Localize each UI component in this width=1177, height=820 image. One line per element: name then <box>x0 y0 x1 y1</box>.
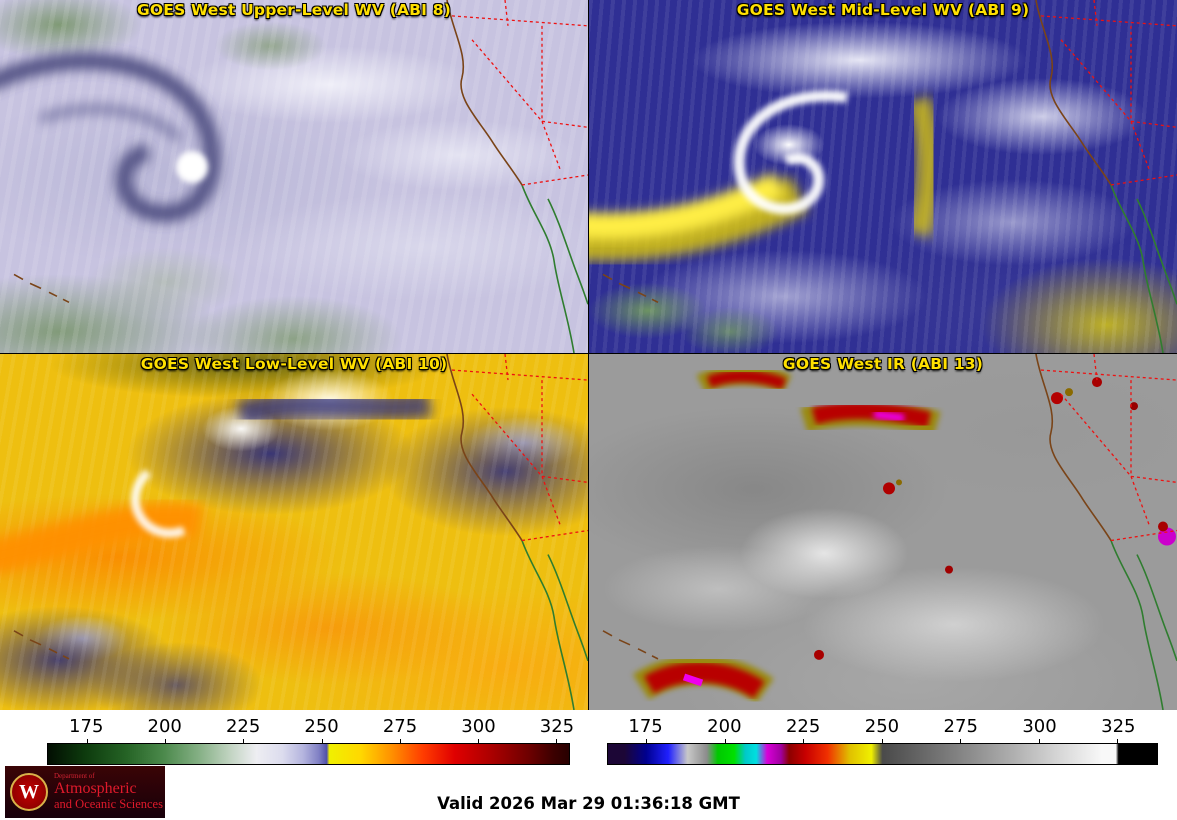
colorbar-tick-label: 250 <box>864 716 900 737</box>
colorbar-tick-label: 250 <box>304 716 339 737</box>
ir-colorbar-ticks: 175 200 225 250 275 300 325 <box>607 713 1158 740</box>
colorbar-tick-label: 300 <box>461 716 496 737</box>
wv-colorbar-ticks: 175 200 225 250 275 300 325 <box>47 713 574 740</box>
ir-colorbar <box>607 739 1158 765</box>
logo-line2: and Oceanic Sciences <box>54 796 163 811</box>
colorbar-tick-label: 225 <box>785 716 821 737</box>
panel-title: GOES West Upper-Level WV (ABI 8) <box>136 1 452 19</box>
colorbar-tick-label: 275 <box>943 716 978 737</box>
logo-line1: Atmospheric <box>54 779 137 797</box>
colorbar-tick-label: 325 <box>1101 716 1136 737</box>
cold-cloud-enhancement <box>632 365 1176 704</box>
panel-title: GOES West IR (ABI 13) <box>782 355 984 373</box>
aos-department-logo: W Department of Atmospheric and Oceanic … <box>5 766 165 818</box>
uw-crest-icon: W <box>10 773 48 811</box>
crest-letter: W <box>19 780 39 803</box>
panel-title: GOES West Low-Level WV (ABI 10) <box>140 355 448 373</box>
logo-dept-label: Department of <box>54 772 95 781</box>
colorbar-tick-label: 325 <box>539 716 575 737</box>
colorbar-tick-label: 300 <box>1022 716 1057 737</box>
colorbar-tick-label: 225 <box>225 716 261 737</box>
logo-text: Department of Atmospheric and Oceanic Sc… <box>54 772 163 811</box>
colorbar-tick-label: 200 <box>147 716 182 737</box>
panel-mid-level-wv: GOES West Mid-Level WV (ABI 9) <box>589 0 1177 353</box>
upper-level-wv-image <box>0 0 588 353</box>
satellite-panel-grid: GOES West Upper-Level WV (ABI 8) GOES We… <box>0 0 1177 710</box>
mid-level-wv-image <box>589 0 1177 353</box>
ir-colorbar-group: 175 200 225 250 275 300 325 <box>607 713 1158 765</box>
footer: 175 200 225 250 275 300 325 175 200 225 … <box>0 710 1177 820</box>
wv-colorbar <box>47 739 570 765</box>
valid-time-label: Valid 2026 Mar 29 01:36:18 GMT <box>437 794 740 813</box>
colorbar-tick-label: 175 <box>69 716 104 737</box>
wv-colorbar-group: 175 200 225 250 275 300 325 <box>47 713 574 765</box>
colorbar-tick-label: 175 <box>628 716 663 737</box>
low-level-wv-image <box>0 354 588 710</box>
panel-title: GOES West Mid-Level WV (ABI 9) <box>736 1 1030 19</box>
panel-low-level-wv: GOES West Low-Level WV (ABI 10) <box>0 354 588 710</box>
colorbar-tick-label: 200 <box>707 716 742 737</box>
panel-upper-level-wv: GOES West Upper-Level WV (ABI 8) <box>0 0 588 353</box>
panel-ir: GOES West IR (ABI 13) <box>589 354 1177 710</box>
ir-image <box>602 354 1177 710</box>
colorbar-tick-label: 275 <box>382 716 418 737</box>
